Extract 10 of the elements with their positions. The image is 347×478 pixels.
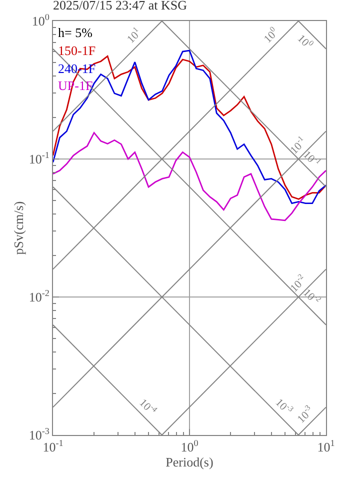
y-axis-title: pSv(cm/s) [10, 201, 26, 255]
x-tick-label: 10$^{1}$ [317, 438, 335, 455]
chart-title: 2025/07/15 23:47 at KSG [53, 0, 187, 13]
y-tick-label: 10$^{-1}$ [28, 150, 50, 167]
y-tick-label: 10$^{0}$ [32, 12, 50, 29]
y-tick-label: 10$^{-2}$ [28, 288, 50, 305]
x-axis-title: Period(s) [166, 454, 214, 470]
x-tick-label: 10$^{0}$ [180, 438, 199, 455]
annotation: h= 5% [58, 25, 93, 40]
series-label: 150-1F [58, 43, 96, 58]
